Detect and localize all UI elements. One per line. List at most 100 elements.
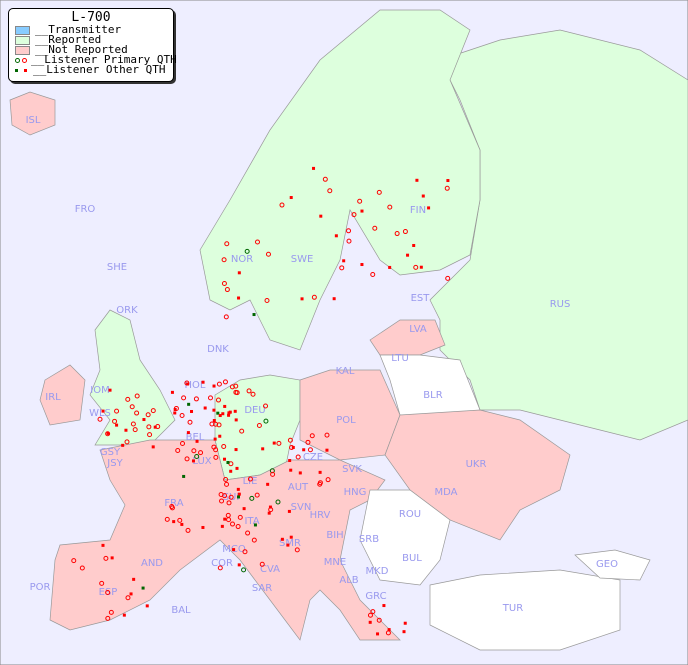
listener-primary-marker — [346, 238, 352, 244]
country-label-geo: GEO — [596, 559, 618, 570]
listener-other-marker — [191, 459, 195, 463]
listener-primary-marker — [317, 480, 323, 486]
listener-primary-marker — [207, 395, 213, 401]
listener-other-marker — [142, 418, 146, 422]
listener-other-marker — [233, 409, 237, 413]
listener-other-marker — [419, 265, 423, 269]
listener-other-marker — [234, 418, 238, 422]
listener-primary-marker — [264, 297, 270, 303]
listener-primary-marker — [99, 580, 105, 586]
listener-primary-marker — [129, 404, 135, 410]
listener-primary-marker — [254, 492, 260, 498]
listener-primary-marker — [394, 231, 400, 237]
listener-primary-marker — [376, 617, 382, 623]
listener-primary-marker — [445, 275, 451, 281]
listener-other-marker — [122, 613, 126, 617]
listener-other-marker — [141, 586, 145, 590]
listener-other-marker — [242, 507, 246, 511]
country-label-smr: SMR — [279, 538, 301, 549]
country-label-svn: SVN — [291, 502, 312, 513]
listener-other-marker — [218, 434, 222, 438]
listener-primary-marker — [105, 431, 111, 437]
listener-other-marker — [212, 384, 216, 388]
listener-primary-marker — [169, 505, 175, 511]
listener-other-marker — [236, 495, 240, 499]
listener-primary-marker — [249, 495, 255, 501]
region-georgia — [574, 549, 651, 581]
country-label-nor: NOR — [231, 254, 253, 265]
country-label-bal: BAL — [171, 605, 191, 616]
legend-not-reported: __Not Reported — [9, 44, 173, 55]
listener-primary-marker — [223, 314, 229, 320]
listener-primary-marker — [125, 396, 131, 402]
listener-primary-marker — [307, 447, 313, 453]
listener-other-marker — [212, 408, 216, 412]
listener-other-marker — [382, 604, 386, 608]
listener-other-marker — [108, 388, 112, 392]
listener-other-marker — [252, 313, 256, 317]
listener-other-marker — [115, 423, 119, 427]
country-label-srb: SRB — [359, 534, 379, 545]
listener-primary-marker — [279, 202, 285, 208]
listener-other-marker — [412, 243, 416, 247]
listener-primary-marker — [233, 383, 239, 389]
listener-primary-marker — [263, 403, 269, 409]
listener-other-marker — [132, 577, 136, 581]
listener-other-marker — [446, 179, 450, 183]
listener-primary-marker — [263, 418, 269, 424]
listener-primary-marker — [311, 294, 317, 300]
listener-primary-marker — [339, 265, 345, 271]
listener-primary-marker — [150, 408, 156, 414]
listener-other-marker — [237, 492, 241, 496]
listener-primary-marker — [180, 440, 186, 446]
legend-other-qth: __Listener Other QTH — [9, 64, 173, 75]
listener-other-marker — [332, 297, 336, 301]
country-label-cze: CZE — [303, 452, 323, 463]
listener-primary-marker — [125, 595, 131, 601]
listener-primary-marker — [225, 512, 231, 518]
listener-other-marker — [151, 445, 155, 449]
listener-primary-marker — [250, 391, 256, 397]
listener-other-marker — [223, 517, 227, 521]
listener-primary-marker — [265, 251, 271, 257]
listener-primary-marker — [294, 547, 300, 553]
country-label-por: POR — [30, 582, 51, 593]
country-label-sui: SUI — [223, 492, 240, 503]
country-label-esp: ESP — [99, 587, 118, 598]
listener-primary-marker — [245, 530, 251, 536]
country-label-ork: ORK — [116, 305, 138, 316]
country-label-dnk: DNK — [207, 344, 229, 355]
country-label-aut: AUT — [288, 482, 309, 493]
listener-primary-marker — [179, 413, 185, 419]
country-label-hol: HOL — [185, 380, 206, 391]
listener-other-marker — [234, 448, 238, 452]
listener-other-marker — [212, 419, 216, 423]
listener-other-marker — [153, 425, 157, 429]
listener-primary-marker — [372, 225, 378, 231]
circle-marker-icon — [15, 57, 27, 63]
listener-primary-marker — [222, 379, 228, 385]
listener-other-marker — [289, 535, 293, 539]
listener-other-marker — [237, 563, 241, 567]
listener-other-marker — [287, 509, 291, 513]
listener-primary-marker — [213, 454, 219, 460]
legend-reported: __Reported — [9, 34, 173, 45]
listener-primary-marker — [130, 421, 136, 427]
country-label-jsy: JSY — [106, 458, 123, 469]
listener-other-marker — [201, 525, 205, 529]
listener-other-marker — [213, 437, 217, 441]
listener-primary-marker — [229, 384, 235, 390]
listener-other-marker — [261, 447, 265, 451]
listener-other-marker — [110, 556, 114, 560]
listener-other-marker — [253, 523, 257, 527]
legend: L-700 __Transmitter __Reported __Not Rep… — [8, 8, 177, 82]
listener-primary-marker — [327, 188, 333, 194]
listener-primary-marker — [134, 393, 140, 399]
listener-primary-marker — [357, 198, 363, 204]
country-label-hrv: HRV — [310, 510, 331, 521]
region-south-europe — [49, 439, 401, 641]
country-label-fra: FRA — [164, 498, 183, 509]
listener-primary-marker — [256, 422, 262, 428]
listener-primary-marker — [275, 499, 281, 505]
